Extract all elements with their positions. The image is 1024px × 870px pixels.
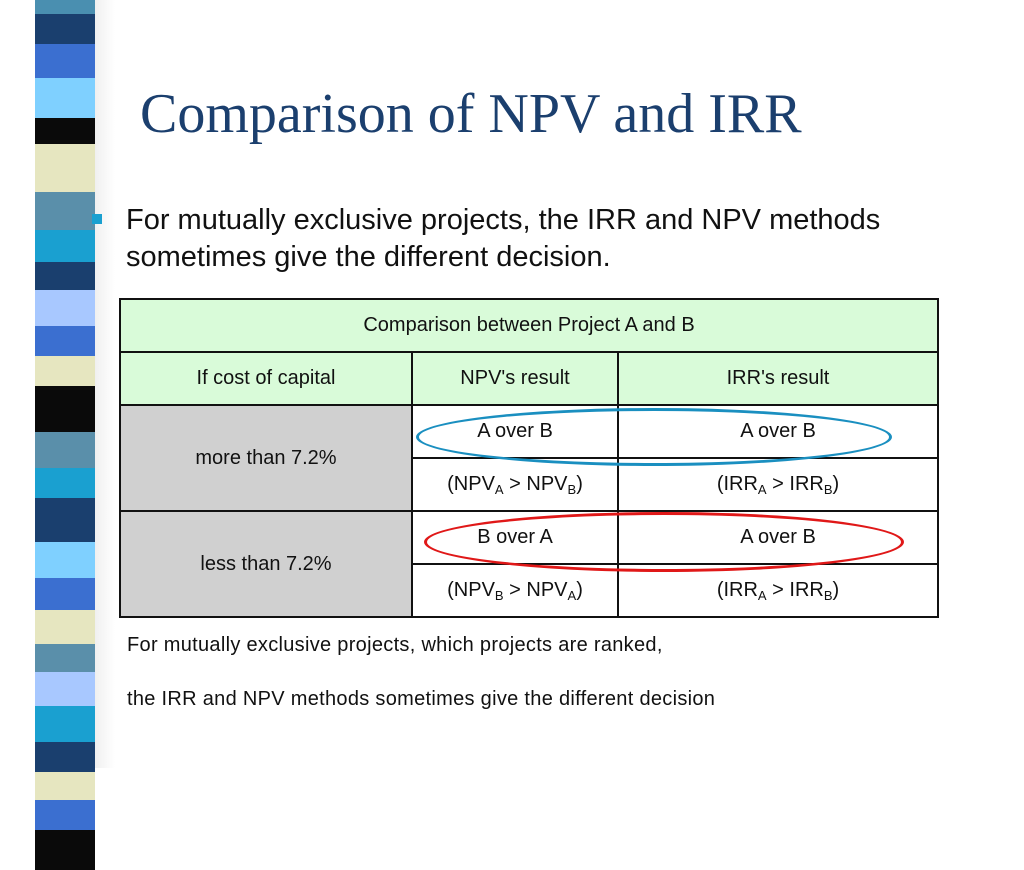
condition-cell: more than 7.2% xyxy=(119,404,413,512)
bullet-text: For mutually exclusive projects, the IRR… xyxy=(126,204,881,273)
npv-result-cell: B over A xyxy=(411,510,619,565)
column-header-irr-result: IRR's result xyxy=(617,351,939,406)
footnote-line-2: the IRR and NPV methods sometimes give t… xyxy=(127,688,716,710)
table-row: (NPVB > NPVA) (IRRA > IRRB) xyxy=(120,563,939,618)
stripe-shadow xyxy=(95,0,115,768)
npv-detail-cell: (NPVA > NPVB) xyxy=(411,457,619,512)
column-header-npv-result: NPV's result xyxy=(411,351,619,406)
irr-result-cell: A over B xyxy=(617,510,939,565)
comparison-table: Comparison between Project A and B If co… xyxy=(119,298,939,618)
footnote-line-1: For mutually exclusive projects, which p… xyxy=(127,634,663,656)
npv-result-cell: A over B xyxy=(411,404,619,459)
decorative-stripe-bar xyxy=(35,0,95,870)
table-row: less than 7.2% B over A A over B xyxy=(119,510,939,618)
slide-title: Comparison of NPV and IRR xyxy=(140,83,802,145)
irr-detail-cell: (IRRA > IRRB) xyxy=(617,563,939,618)
table-row: (NPVA > NPVB) (IRRA > IRRB) xyxy=(120,457,939,512)
irr-detail-cell: (IRRA > IRRB) xyxy=(617,457,939,512)
npv-detail-cell: (NPVB > NPVA) xyxy=(411,563,619,618)
column-header-cost-of-capital: If cost of capital xyxy=(119,351,413,406)
condition-cell: less than 7.2% xyxy=(119,510,413,618)
irr-result-cell: A over B xyxy=(617,404,939,459)
table-row: more than 7.2% A over B A over B xyxy=(119,404,939,512)
square-bullet-icon xyxy=(92,214,102,224)
table-header: Comparison between Project A and B xyxy=(119,298,939,353)
